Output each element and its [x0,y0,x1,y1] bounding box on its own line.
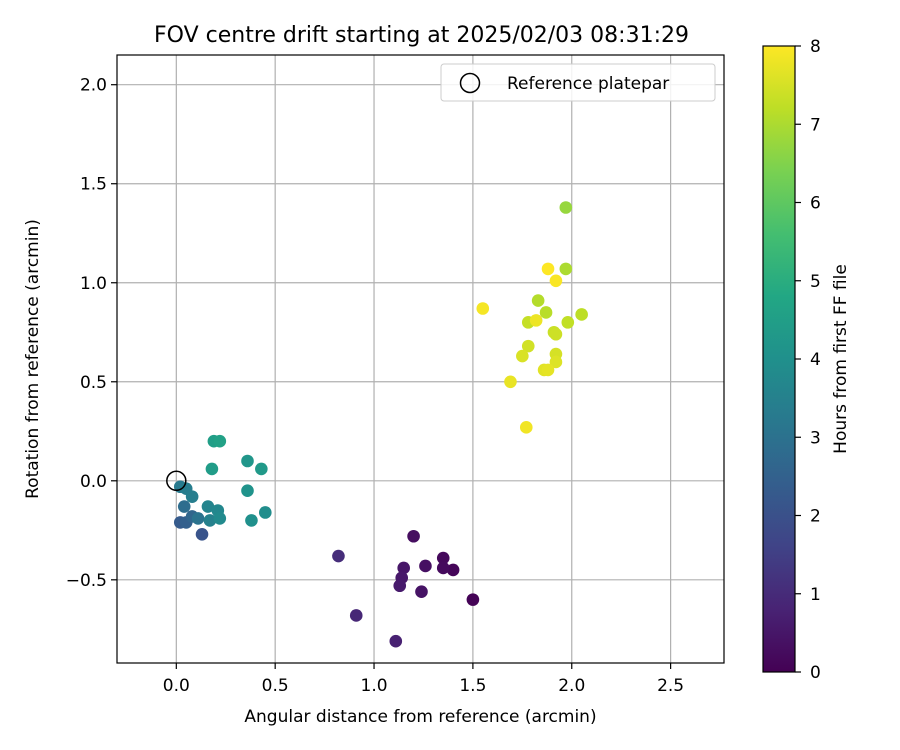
x-tick-label: 0.0 [163,676,190,696]
legend: Reference platepar [440,63,716,102]
data-point [504,375,517,389]
y-axis-label: Rotation from reference (arcmin) [23,219,43,499]
colorbar-tick-label: 2 [810,507,821,527]
data-point [575,308,588,321]
data-point [203,514,217,527]
reference-marker-layer [166,470,187,492]
data-point [476,302,490,315]
legend-box [440,63,716,102]
data-point [213,434,227,448]
data-point [185,490,199,503]
data-point [521,339,535,353]
colorbar-tick-label: 4 [810,350,821,370]
data-point [519,421,533,434]
colorbar-tick-label: 7 [810,115,821,135]
data-point [255,462,268,476]
data-point [561,316,575,329]
data-point [531,294,545,307]
data-point [541,363,555,377]
colorbar-tick-label: 5 [810,272,821,292]
data-point [241,484,254,498]
data-point [389,634,403,648]
data-point [191,512,205,525]
data-point [393,579,407,593]
x-tick-label: 0.5 [262,676,289,696]
plot-frame [116,54,725,664]
legend-label: Reference platepar [507,74,669,94]
data-point [213,512,227,525]
data-point [419,559,432,573]
colorbar-tick-label: 6 [810,194,821,214]
colorbar: 0 1 2 3 4 5 6 7 8 Hours from first FF file [762,37,851,683]
y-tick-label: −0.5 [66,571,107,591]
data-point [349,609,363,622]
data-point [529,314,543,327]
y-tick-label: 0.0 [80,472,107,492]
x-tick-label: 2.5 [657,676,684,696]
x-tick-label: 1.0 [361,676,388,696]
data-point [332,549,345,563]
data-points [173,201,588,648]
y-tick-label: 0.5 [80,373,107,393]
data-point [407,529,420,543]
x-tick-label: 1.5 [459,676,486,696]
colorbar-tick-label: 0 [810,663,821,683]
data-point [549,327,563,341]
y-tick-label: 2.0 [80,76,107,96]
data-point [539,306,553,319]
reference-platepar-marker [166,470,187,492]
data-point [446,563,460,577]
data-point [549,274,563,288]
y-tick-label: 1.0 [80,274,107,294]
data-point [177,500,191,513]
data-point [241,454,254,468]
axis-ticks: 0.0 0.5 1.0 1.5 2.0 2.5 −0.5 0.0 0.5 1.0 1.5 2.0 [66,76,684,696]
data-point [559,201,573,214]
data-point [516,349,529,363]
colorbar-tick-label: 3 [810,428,821,448]
x-axis-label: Angular distance from reference (arcmin) [244,707,596,727]
data-point [559,262,573,276]
data-point [436,551,450,565]
data-point [195,527,209,541]
colorbar-ticks: 0 1 2 3 4 5 6 7 8 [795,37,821,683]
chart-title: FOV centre drift starting at 2025/02/03 … [154,23,689,48]
data-point [466,593,480,606]
data-point [201,500,215,513]
data-point [245,514,258,527]
colorbar-tick-label: 8 [810,37,821,57]
data-point [415,585,428,599]
data-point [549,355,563,369]
y-tick-label: 1.5 [80,175,107,195]
data-point [205,462,219,476]
data-point [397,561,410,575]
x-tick-label: 2.0 [558,676,585,696]
data-point [258,506,272,519]
colorbar-gradient [762,45,796,673]
data-point [436,561,450,575]
colorbar-label: Hours from first FF file [831,264,851,454]
data-point [541,262,555,276]
colorbar-tick-label: 1 [810,585,821,605]
grid [117,55,724,663]
legend-marker-circle [459,72,481,94]
